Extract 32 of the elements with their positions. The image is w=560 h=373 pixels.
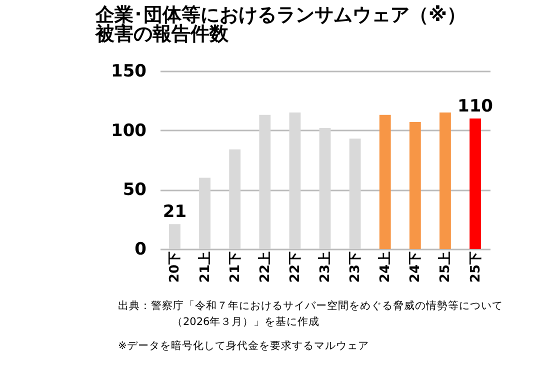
- x-tick-label: 22上: [258, 252, 273, 283]
- x-tick-label: 25上: [438, 252, 454, 283]
- x-tick-label: 22下: [288, 252, 303, 283]
- text: ※データを暗号化して身代金を要求するマルウェア: [118, 339, 369, 352]
- source-note: 出典：警察庁「令和７年におけるサイバー空間をめぐる脅威の情勢等について: [118, 299, 503, 312]
- x-tick-label: 21下: [228, 252, 243, 283]
- bar: [229, 149, 241, 249]
- bar: [199, 178, 210, 249]
- y-tick-label: 0: [134, 240, 147, 260]
- bar: [169, 224, 180, 249]
- y-tick-label: 150: [111, 62, 147, 82]
- bar: [349, 138, 361, 249]
- x-tick-label: 23上: [318, 252, 333, 283]
- y-tick-label: 100: [111, 120, 147, 141]
- x-tick-label: 24上: [378, 252, 394, 283]
- bar: [289, 112, 301, 249]
- x-tick-label: 24下: [408, 252, 424, 283]
- bar: [319, 128, 331, 249]
- bar: [259, 114, 271, 249]
- x-tick-label: 21上: [198, 252, 213, 283]
- x-tick-label: 23下: [348, 252, 364, 283]
- y-tick-label: 50: [122, 180, 147, 200]
- chart-subtitle: 被害の報告件数: [94, 23, 230, 45]
- bar: [440, 112, 451, 249]
- bar: [379, 114, 391, 249]
- bar: [470, 118, 481, 249]
- x-tick-label: 25下: [468, 252, 484, 283]
- data-label: 110: [458, 96, 494, 116]
- data-label: 21: [162, 202, 187, 222]
- text: （2026年３月）」を基に作成: [172, 315, 320, 328]
- bar: [409, 122, 421, 249]
- x-tick-label: 20下: [168, 252, 183, 283]
